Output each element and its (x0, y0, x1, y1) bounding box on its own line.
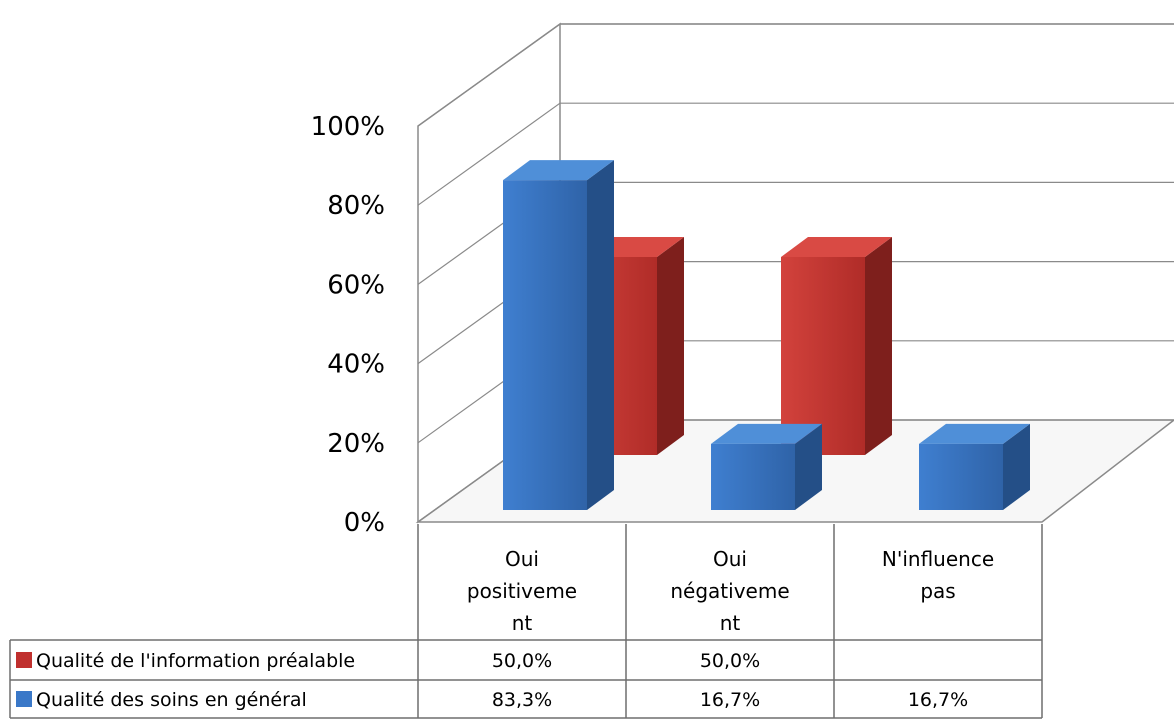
legend-swatch (16, 652, 32, 668)
y-tick-label: 20% (327, 429, 385, 459)
category-label: pas (920, 579, 955, 603)
data-label: 16,7% (700, 689, 760, 711)
category-label: positiveme (467, 579, 577, 603)
bar-back-series-1 (781, 237, 892, 455)
bar-top (503, 160, 614, 181)
bar-side (587, 160, 614, 510)
legend-label: Qualité de l'information préalable (36, 650, 355, 672)
y-axis: 0% 20% 40% 60% 80% 100% (311, 112, 385, 538)
category-label: négativeme (670, 579, 789, 603)
legend-swatch (16, 691, 32, 707)
category-label: Oui (505, 547, 539, 571)
legend-label: Qualité des soins en général (36, 689, 307, 711)
y-tick-label: 40% (327, 350, 385, 380)
bar-side (657, 237, 684, 455)
bar-front (503, 180, 587, 510)
gridline (417, 102, 1174, 206)
data-table: Oui positiveme nt Oui négativeme nt N'influenc… (9, 524, 1043, 719)
category-label: nt (720, 611, 741, 635)
data-label: 50,0% (492, 650, 552, 672)
bar-side (1003, 423, 1030, 510)
bar-top (781, 237, 892, 257)
category-label: Oui (713, 547, 747, 571)
bar-top (919, 423, 1030, 444)
data-label: 16,7% (908, 689, 968, 711)
bar-front (711, 443, 795, 510)
bar-side (795, 423, 822, 510)
y-tick-label: 100% (311, 112, 385, 142)
bar-top (711, 423, 822, 444)
bar-front-series-1 (711, 423, 822, 510)
y-tick-label: 60% (327, 270, 385, 300)
y-tick-label: 0% (344, 508, 385, 538)
bar-front (781, 257, 865, 455)
category-label: N'influence (882, 547, 994, 571)
gridline (417, 23, 1174, 127)
bar-front (919, 443, 1003, 510)
y-tick-label: 80% (327, 191, 385, 221)
data-label: 50,0% (700, 650, 760, 672)
bar-side (865, 237, 892, 455)
data-label: 83,3% (492, 689, 552, 711)
bars (503, 160, 1030, 510)
category-label: nt (512, 611, 533, 635)
bar-front-series-2 (919, 423, 1030, 510)
bar-front-series-0 (503, 160, 614, 510)
